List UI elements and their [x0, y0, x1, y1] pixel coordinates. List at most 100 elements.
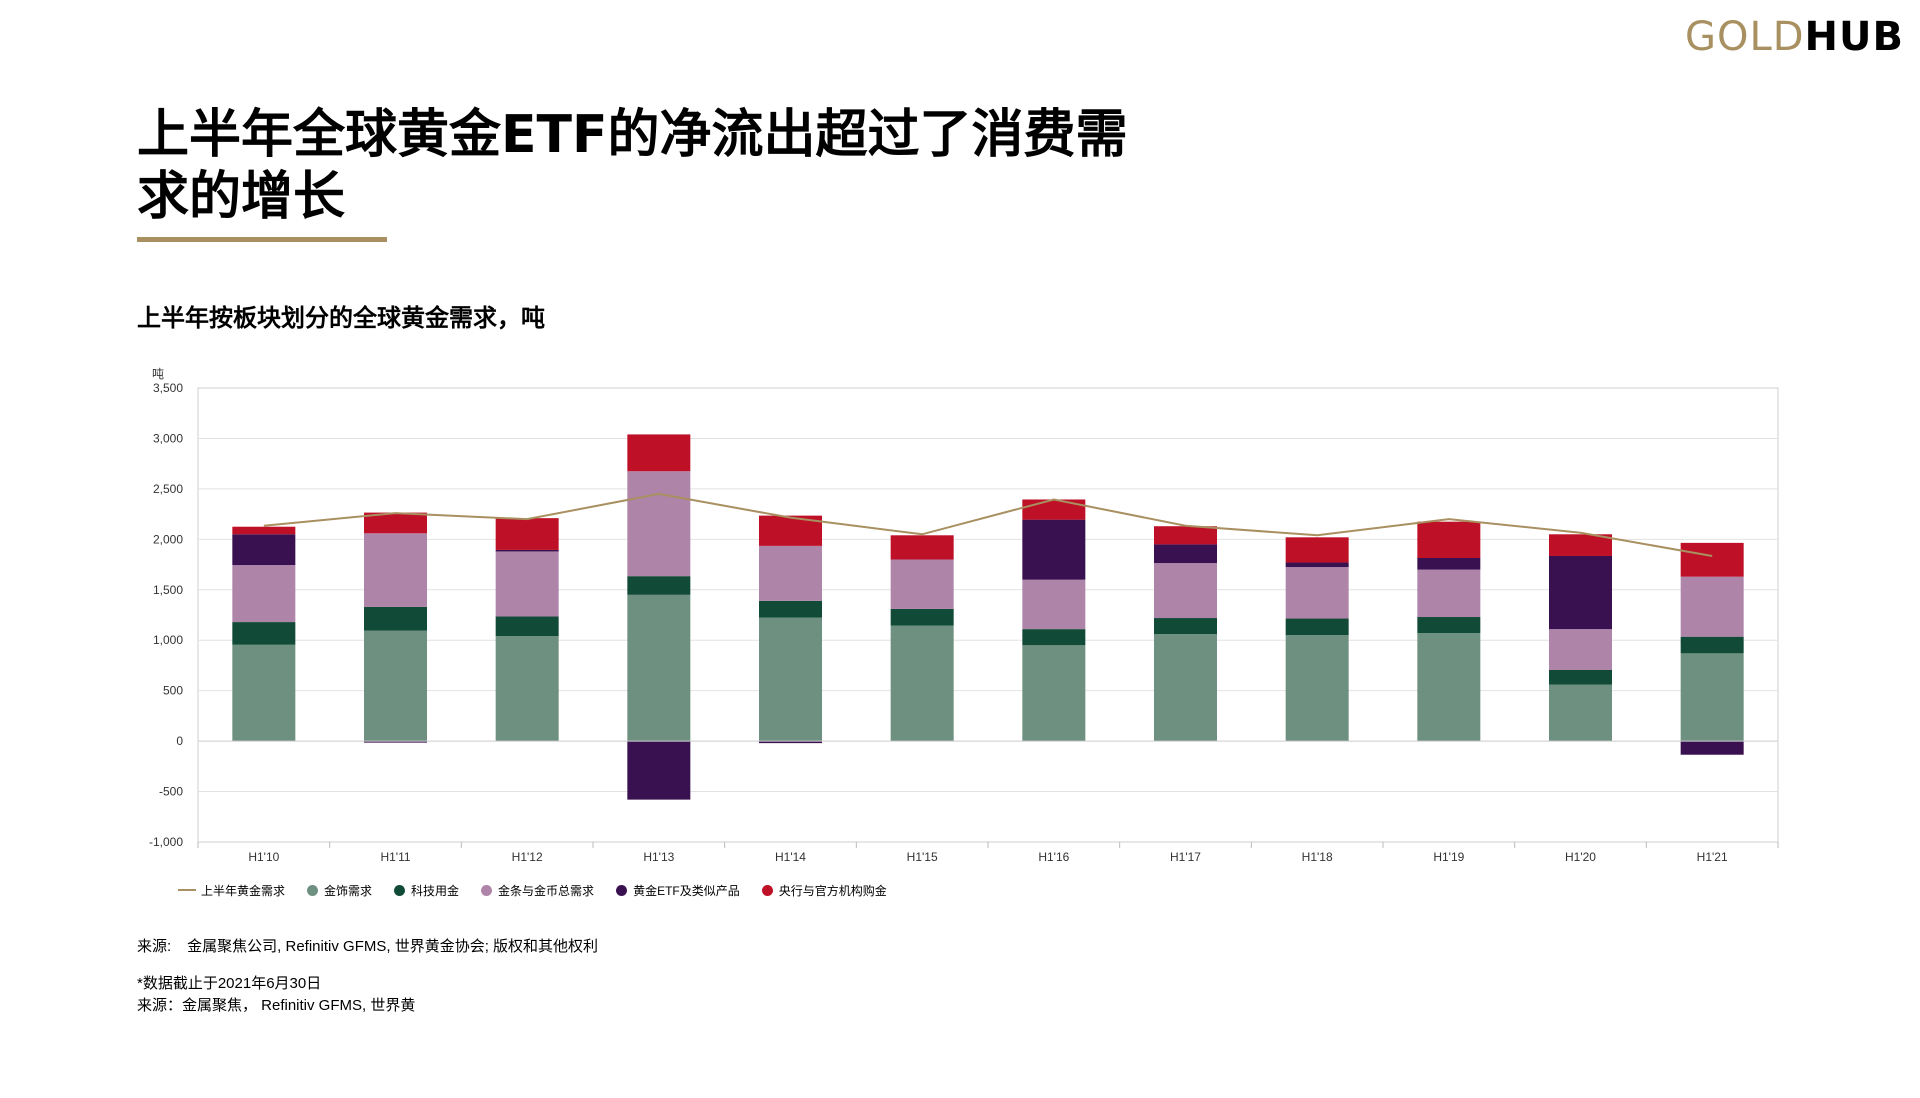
- total-demand-line: [263, 492, 1713, 557]
- bar-segment: [890, 535, 954, 560]
- bar-segment: [1022, 579, 1086, 630]
- bar-segment: [495, 518, 559, 550]
- page-title: 上半年全球黄金ETF的净流出超过了消费需求的增长: [137, 105, 1128, 227]
- x-tick-label: H1'19: [1433, 850, 1464, 864]
- legend-line-marker: [178, 889, 196, 891]
- y-tick-label: 2,500: [153, 482, 183, 496]
- bar-segment: [1285, 567, 1349, 619]
- logo-hub-text: HUB: [1804, 14, 1904, 60]
- bar-segment: [759, 617, 822, 742]
- bar-segment: [627, 594, 691, 742]
- bar-segment: [890, 625, 954, 742]
- legend-item: 央行与官方机构购金: [761, 882, 887, 899]
- y-tick-label: 500: [163, 684, 183, 698]
- bar-segment: [627, 471, 691, 577]
- legend-item: 上半年黄金需求: [178, 882, 285, 899]
- chart-subtitle: 上半年按板块划分的全球黄金需求，吨: [137, 304, 545, 332]
- legend-label: 上半年黄金需求: [201, 883, 286, 898]
- bar-segment: [495, 636, 559, 742]
- bar-segment: [1285, 635, 1349, 742]
- bar-segment: [232, 526, 296, 535]
- y-tick-label: 2,000: [153, 532, 183, 546]
- bar-segment: [1680, 576, 1744, 637]
- x-tick-label: H1'13: [643, 850, 674, 864]
- legend-item: 科技用金: [394, 882, 459, 899]
- legend-dot-marker: [394, 884, 406, 896]
- bar-segment: [1285, 618, 1349, 636]
- footnote-date: *数据截止于2021年6月30日: [137, 975, 322, 992]
- bar-segment: [1022, 499, 1086, 520]
- legend-dot-marker: [761, 884, 773, 896]
- bar-segment: [1154, 526, 1217, 545]
- bar-segment: [364, 512, 427, 534]
- source-note: 来源: 金属聚焦公司, Refinitiv GFMS, 世界黄金协会; 版权和其他…: [137, 935, 598, 956]
- bar-segment: [1680, 653, 1744, 742]
- bar-segment: [1285, 537, 1349, 563]
- source-label: 来源:: [137, 938, 172, 955]
- legend-dot-marker: [307, 884, 319, 896]
- x-tick-label: H1'11: [380, 850, 410, 864]
- y-tick-label: 1,500: [153, 583, 183, 597]
- chart-legend: 上半年黄金需求 金饰需求 科技用金 金条与金币总需求 黄金ETF及类似产品 央行与官方机构…: [178, 881, 909, 899]
- bar-segment: [1680, 542, 1744, 577]
- source-text: 金属聚焦公司, Refinitiv GFMS, 世界黄金协会; 版权和其他权利: [187, 938, 599, 955]
- legend-label: 央行与官方机构购金: [778, 883, 887, 898]
- bar-segment: [232, 565, 296, 623]
- bar-segment: [1549, 555, 1612, 630]
- y-tick-label: -500: [159, 785, 183, 799]
- footnote-source: 来源：金属聚焦， Refinitiv GFMS, 世界黄: [137, 997, 416, 1014]
- bar-segment: [1154, 544, 1217, 564]
- bar-segment: [1022, 629, 1086, 646]
- bar-segment: [1154, 618, 1217, 635]
- bar-segment: [232, 622, 296, 645]
- bar-segment: [627, 434, 691, 472]
- legend-label: 黄金ETF及类似产品: [633, 883, 740, 898]
- bar-segment: [1549, 669, 1612, 685]
- x-tick-label: H1'16: [1038, 850, 1069, 864]
- bar-segment: [1022, 645, 1086, 742]
- bar-segment: [1417, 617, 1481, 634]
- footnote: *数据截止于2021年6月30日 来源：金属聚焦， Refinitiv GFMS…: [137, 973, 415, 1017]
- bar-segment: [1154, 563, 1217, 619]
- y-tick-label: 0: [176, 734, 183, 748]
- y-tick-label: 3,500: [153, 381, 183, 395]
- bar-segment: [759, 741, 822, 744]
- plot-area: [197, 387, 1779, 843]
- bar-segment: [495, 551, 559, 617]
- x-tick-label: H1'10: [248, 850, 279, 864]
- bar-segment: [364, 741, 427, 743]
- bar-segment: [232, 534, 296, 566]
- goldhub-logo[interactable]: GOLDHUB: [1685, 14, 1904, 60]
- bar-segment: [759, 600, 822, 618]
- bar-segment: [1549, 534, 1612, 556]
- bar-segment: [1022, 519, 1086, 580]
- bar-segment: [627, 576, 691, 595]
- bar-segment: [1680, 636, 1744, 654]
- title-underline: [137, 237, 387, 242]
- bar-segment: [1285, 562, 1349, 568]
- bar-segment: [627, 741, 691, 800]
- bar-segment: [1549, 629, 1612, 670]
- y-tick-label: 3,000: [153, 431, 183, 445]
- bar-segment: [1549, 684, 1612, 742]
- legend-item: 金饰需求: [307, 882, 372, 899]
- x-tick-label: H1'20: [1565, 850, 1596, 864]
- y-tick-label: 1,000: [153, 633, 183, 647]
- legend-label: 金条与金币总需求: [498, 883, 595, 898]
- bar-segment: [495, 549, 559, 552]
- bar-segment: [890, 608, 954, 626]
- legend-item: 金条与金币总需求: [481, 882, 594, 899]
- bar-segment: [1417, 633, 1481, 742]
- bar-segment: [495, 616, 559, 637]
- x-tick-label: H1'14: [775, 850, 806, 864]
- bar-segment: [759, 545, 822, 601]
- bar-segment: [1680, 741, 1744, 755]
- x-tick-label: H1'17: [1170, 850, 1201, 864]
- bar-segment: [1417, 521, 1481, 558]
- bar-segment: [364, 606, 427, 631]
- bar-segment: [1154, 634, 1217, 742]
- x-tick-label: H1'12: [512, 850, 543, 864]
- legend-dot-marker: [616, 884, 628, 896]
- bar-segment: [1417, 569, 1481, 618]
